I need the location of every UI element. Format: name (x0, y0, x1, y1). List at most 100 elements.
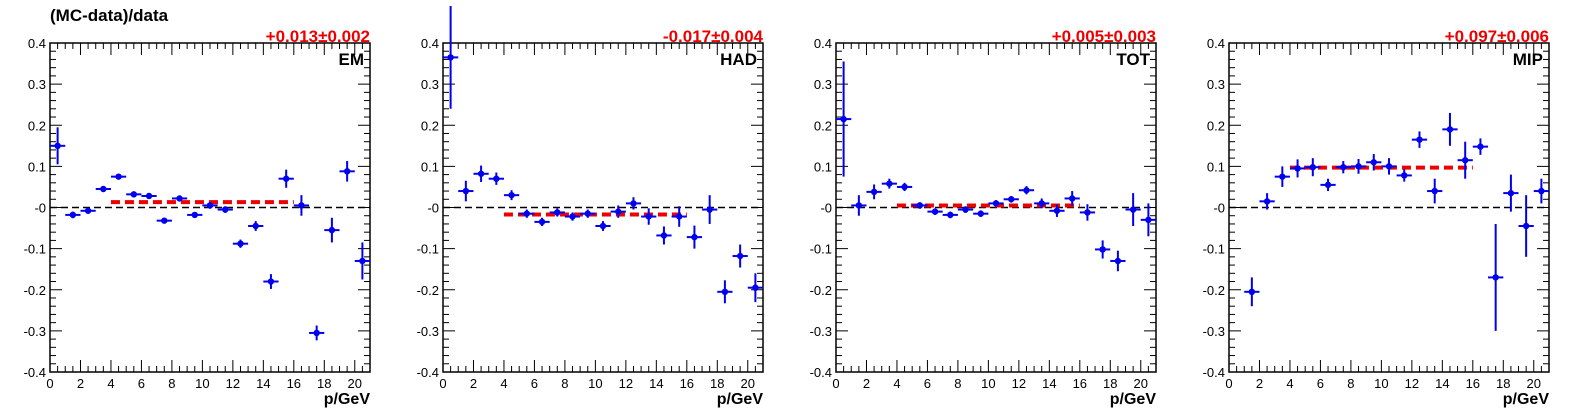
data-point (1099, 246, 1106, 253)
x-tick-label: 4 (107, 376, 114, 391)
data-point (901, 183, 908, 191)
y-tick-label: -0.2 (24, 283, 46, 298)
data-point (1507, 189, 1515, 197)
y-tick-label: -0.3 (24, 324, 46, 339)
x-tick-label: 14 (256, 376, 270, 391)
fit-result-label: +0.013±0.002 (266, 27, 370, 46)
data-point (916, 202, 924, 209)
x-tick-label: 18 (1496, 376, 1510, 391)
y-tick-label: 0.2 (814, 118, 832, 133)
panel-label: MIP (1513, 50, 1543, 69)
x-tick-label: 4 (893, 376, 900, 391)
data-point (1461, 157, 1469, 164)
data-point (977, 210, 984, 217)
data-point (1401, 172, 1408, 179)
data-point (886, 180, 893, 187)
x-tick-label: 6 (924, 376, 931, 391)
y-tick-label: -0 (427, 201, 439, 216)
y-tick-label: -0.2 (417, 283, 439, 298)
y-tick-label: 0.2 (421, 118, 439, 133)
x-tick-label: 0 (46, 376, 53, 391)
data-point (508, 191, 515, 199)
data-point (721, 288, 729, 296)
x-axis-label: p/GeV (717, 391, 764, 408)
x-tick-label: 18 (710, 376, 724, 391)
x-tick-label: 2 (863, 376, 870, 391)
data-point (69, 211, 77, 219)
data-point (1431, 187, 1438, 195)
x-tick-label: 16 (680, 376, 694, 391)
data-point (1446, 126, 1454, 133)
x-tick-label: 4 (1286, 376, 1293, 391)
fit-result-label: -0.017±0.004 (663, 27, 764, 46)
data-point (84, 207, 92, 214)
chart-panel-em: -0.4 -0.3 -0.2 -0.1 -0 0.1 0.2 0.3 0.4 0 2 4 6 8 10 12 1… (24, 27, 371, 408)
y-tick-label: -0.1 (24, 242, 46, 257)
x-tick-label: 20 (1134, 376, 1148, 391)
data-point (1008, 196, 1015, 203)
data-point (1416, 136, 1423, 143)
y-tick-label: 0.1 (28, 159, 46, 174)
data-point (282, 175, 290, 182)
data-point (267, 278, 275, 285)
data-point (1385, 163, 1393, 170)
data-point (1145, 216, 1152, 224)
y-tick-label: -0.3 (417, 324, 439, 339)
data-point (706, 206, 713, 213)
x-tick-label: 20 (348, 376, 362, 391)
data-point (313, 329, 320, 337)
data-point (1294, 165, 1301, 172)
y-tick-label: -0.4 (24, 365, 46, 380)
x-tick-label: 8 (1347, 376, 1354, 391)
x-tick-label: 10 (1374, 376, 1388, 391)
chart-panel-mip: -0.4 -0.3 -0.2 -0.1 -0 0.1 0.2 0.3 0.4 0 2 4 6 8 10 12 1… (1203, 27, 1550, 408)
panel-label: HAD (720, 50, 757, 69)
y-tick-label: -0.1 (417, 242, 439, 257)
x-tick-label: 2 (1256, 376, 1263, 391)
x-tick-label: 0 (1225, 376, 1232, 391)
x-tick-label: 20 (1527, 376, 1541, 391)
y-tick-label: -0 (34, 201, 46, 216)
data-point (1492, 274, 1499, 281)
y-tick-label: -0.3 (810, 324, 832, 339)
data-point (962, 206, 969, 213)
data-point (161, 217, 168, 224)
data-point (523, 210, 531, 217)
data-point (870, 188, 878, 196)
figure-title: (MC-data)/data (50, 6, 169, 25)
data-point (1068, 195, 1076, 202)
data-point (1324, 181, 1332, 189)
x-tick-label: 18 (1103, 376, 1117, 391)
chart-panel-had: -0.4 -0.3 -0.2 -0.1 -0 0.1 0.2 0.3 0.4 0 2 4 6 8 10 12 1… (417, 5, 764, 408)
data-point (1370, 159, 1377, 166)
y-tick-label: 0.4 (1207, 36, 1225, 51)
y-tick-label: 0.4 (814, 36, 832, 51)
data-point (675, 213, 683, 220)
data-point (191, 211, 198, 219)
data-point (931, 208, 939, 215)
data-point (554, 209, 561, 216)
y-tick-label: 0.2 (1207, 118, 1225, 133)
y-tick-label: -0.2 (1203, 283, 1225, 298)
data-point (1084, 209, 1091, 216)
x-tick-label: 8 (561, 376, 568, 391)
panel-label: TOT (1116, 50, 1150, 69)
data-point (343, 168, 351, 175)
x-tick-label: 6 (138, 376, 145, 391)
data-point (477, 170, 485, 177)
x-tick-label: 12 (1405, 376, 1419, 391)
data-point (1279, 173, 1286, 180)
y-tick-label: 0.2 (28, 118, 46, 133)
fit-result-label: +0.005±0.003 (1052, 27, 1156, 46)
data-point (1309, 163, 1317, 171)
data-point (599, 222, 607, 230)
x-tick-label: 14 (1435, 376, 1449, 391)
data-point (840, 115, 847, 123)
x-tick-label: 0 (832, 376, 839, 391)
x-tick-label: 2 (470, 376, 477, 391)
y-tick-label: -0 (1213, 201, 1225, 216)
data-point (1053, 207, 1061, 214)
data-point (493, 175, 500, 182)
y-tick-label: 0.4 (421, 36, 439, 51)
data-point (630, 200, 637, 207)
